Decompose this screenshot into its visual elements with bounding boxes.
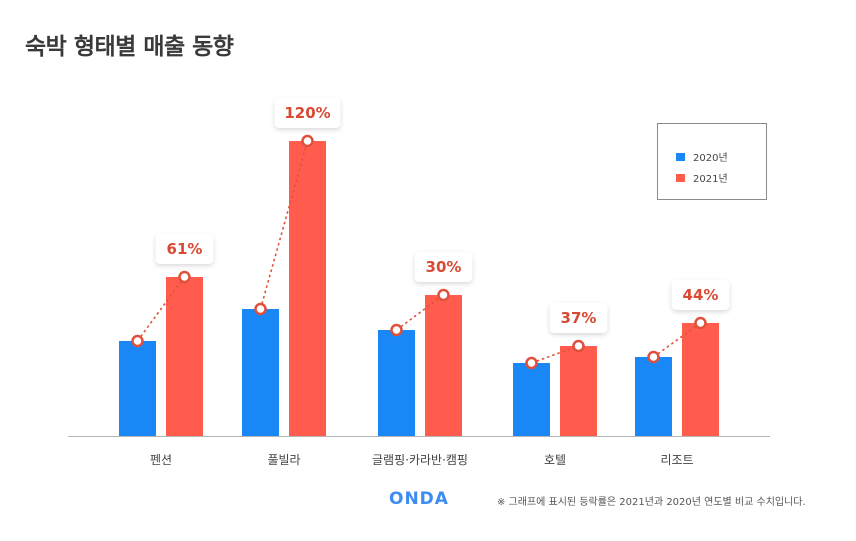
marker-2021-4 [694,316,707,330]
bar-2021-1 [289,141,326,436]
trend-line-0 [136,276,186,342]
category-label-4: 리조트 [660,453,693,467]
growth-label-3: 37% [561,309,597,327]
growth-bubble-2 [414,252,473,282]
marker-2021-0 [178,270,191,284]
legend-item-2020: 2020년 [676,149,728,164]
legend-swatch-2021 [676,173,685,182]
bar-2020-4 [635,357,672,436]
marker-2020-0 [131,334,144,348]
trend-line-1 [259,140,309,310]
trend-line-4 [653,322,701,358]
bar-2020-3 [513,363,550,436]
bar-2020-1 [242,309,279,436]
growth-bubble-1 [274,98,341,128]
growth-bubble-4 [671,280,730,310]
trend-line-2 [396,294,444,331]
bar-2020-2 [378,330,415,436]
legend-label-2021: 2021년 [693,174,728,185]
growth-label-0: 61% [167,240,203,258]
growth-label-2: 30% [426,258,462,276]
category-label-1: 풀빌라 [267,453,300,467]
growth-bubble-0 [155,234,214,264]
growth-bubble-3 [549,303,608,333]
bar-2020-0 [119,341,156,436]
category-label-0: 펜션 [150,453,172,467]
growth-label-1: 120% [284,104,330,122]
growth-label-4: 44% [683,286,719,304]
marker-2020-4 [647,350,660,364]
bar-2021-2 [425,295,462,436]
marker-2021-2 [437,288,450,302]
footnote: ※ 그래프에 표시된 등락률은 2021년과 2020년 연도별 비교 수치입니… [497,497,806,508]
marker-2021-3 [572,339,585,353]
category-label-3: 호텔 [544,453,566,467]
category-label-2: 글램핑·카라반·캠핑 [372,453,468,467]
marker-2020-2 [390,323,403,337]
legend-item-2021: 2021년 [676,170,728,185]
page-title: 숙박 형태별 매출 동향 [25,34,234,60]
bar-2021-4 [682,323,719,436]
legend: 2020년 2021년 [657,123,767,200]
marker-2020-3 [525,356,538,370]
marker-2021-1 [301,134,314,148]
bar-2021-0 [166,277,203,436]
bar-2021-3 [560,346,597,436]
legend-label-2020: 2020년 [693,153,728,164]
marker-2020-1 [254,302,267,316]
onda-logo: ONDA [389,489,449,509]
legend-swatch-2020 [676,152,685,161]
